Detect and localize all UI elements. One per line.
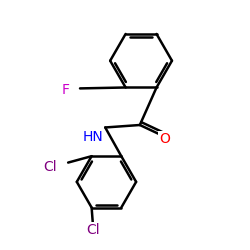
Text: F: F (62, 84, 70, 98)
Text: HN: HN (82, 130, 103, 144)
Text: O: O (159, 132, 170, 145)
Text: Cl: Cl (86, 223, 100, 237)
Text: Cl: Cl (43, 160, 56, 174)
